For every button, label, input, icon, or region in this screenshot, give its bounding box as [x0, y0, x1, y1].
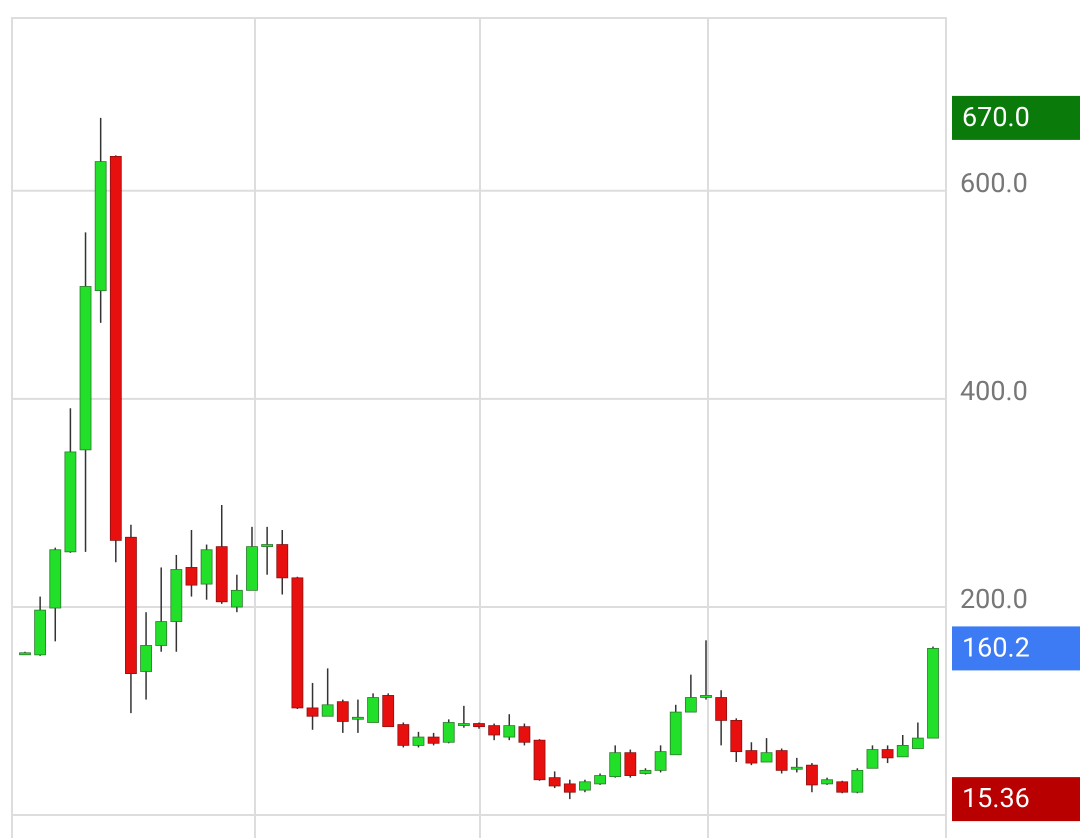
candle-body	[397, 724, 410, 746]
candle-body	[276, 544, 289, 579]
candle-body	[34, 609, 47, 656]
candle-body	[624, 752, 637, 776]
candle-body	[64, 451, 77, 553]
candle-body	[563, 783, 576, 793]
candle-body	[155, 621, 168, 646]
candle-body	[715, 697, 728, 721]
candle-body	[427, 736, 440, 744]
candle-body	[246, 546, 258, 591]
candle-body	[821, 779, 833, 785]
candle-body	[94, 161, 107, 292]
candle-body	[851, 769, 864, 793]
candle-body	[548, 777, 561, 787]
candle-body	[140, 645, 152, 672]
candle-body	[503, 725, 516, 738]
candle-body	[745, 750, 758, 764]
candle-body	[457, 723, 470, 726]
candle-body	[806, 764, 818, 786]
candle-body	[306, 707, 319, 717]
candle-body	[230, 589, 243, 608]
y-tick-label: 600.0	[960, 167, 1028, 199]
candle-body	[367, 697, 379, 723]
y-tick-label: 400.0	[960, 375, 1028, 407]
candle-body	[639, 769, 652, 774]
candle-body	[488, 725, 501, 736]
candle-body	[412, 736, 425, 746]
candle-body	[170, 569, 183, 622]
candle-body	[533, 739, 546, 781]
candle-body	[291, 577, 304, 709]
candle-body	[579, 781, 591, 791]
candle-body	[382, 695, 395, 728]
candle-body	[200, 549, 213, 585]
candle-body	[684, 697, 697, 713]
candle-body	[518, 726, 531, 743]
price-label: 670.0	[962, 101, 1030, 133]
candle-body	[473, 723, 485, 728]
candle-body	[321, 704, 334, 717]
candle-body	[79, 286, 92, 451]
candle-body	[836, 781, 849, 793]
candle-body	[790, 766, 803, 770]
candle-body	[896, 744, 909, 758]
candle-body	[442, 722, 455, 743]
candle-body	[654, 751, 667, 771]
price-label-box	[952, 95, 1080, 140]
candle-body	[669, 711, 682, 756]
candle-body	[775, 750, 788, 771]
candle-body	[261, 544, 274, 547]
candle-body	[609, 752, 622, 778]
candle-body	[19, 652, 31, 656]
candle-body	[594, 775, 606, 785]
candle-body	[125, 536, 137, 674]
price-label: 15.36	[962, 782, 1030, 814]
y-tick-label: 200.0	[960, 583, 1028, 615]
candle-body	[911, 737, 924, 749]
candle-body	[881, 749, 894, 759]
candle-body	[185, 567, 198, 586]
price-label: 160.2	[962, 632, 1030, 664]
candle-body	[700, 695, 712, 698]
candle-body	[49, 549, 62, 609]
candle-body	[352, 716, 364, 720]
price-label-box	[952, 626, 1080, 671]
candle-body	[109, 156, 122, 541]
candle-body	[730, 720, 743, 753]
price-label-box	[952, 777, 1080, 822]
candle-body	[927, 648, 939, 739]
candle-body	[866, 749, 879, 769]
candle-body	[215, 546, 228, 603]
candle-body	[760, 752, 773, 763]
candle-body	[336, 701, 349, 722]
